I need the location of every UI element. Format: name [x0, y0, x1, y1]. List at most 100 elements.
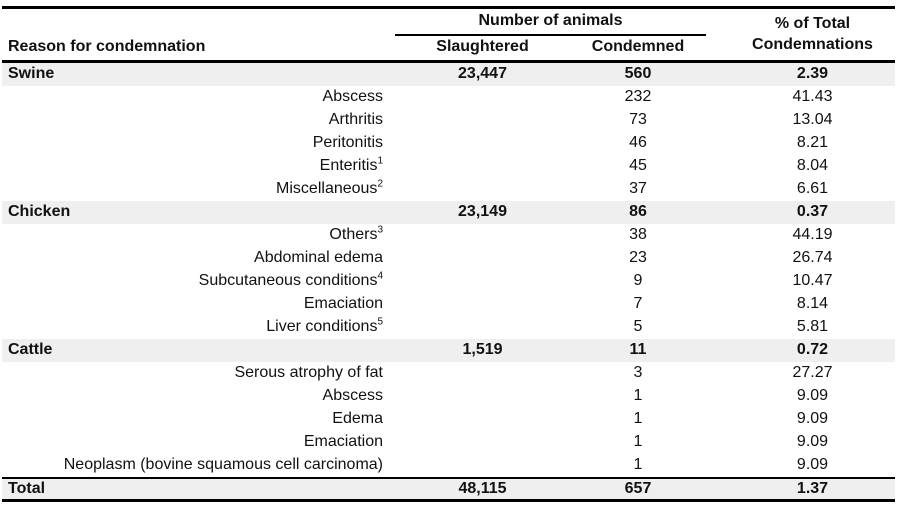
detail-slaughtered-empty: [395, 86, 570, 109]
detail-pct-value: 13.04: [792, 111, 833, 129]
detail-row: Abdominal edema 23 26.74: [2, 247, 895, 270]
table-header: Reason for condemnation Number of animal…: [2, 7, 895, 62]
detail-row: Peritonitis 46 8.21: [2, 132, 895, 155]
detail-row: Emaciation 7 8.14: [2, 293, 895, 316]
column-group-header-number-of-animals: Number of animals: [395, 7, 706, 36]
total-condemned-value: 657: [570, 477, 706, 502]
section-slaughtered-value: 1,519: [462, 341, 503, 359]
footnote-marker: 2: [377, 178, 383, 190]
detail-slaughtered-empty: [395, 155, 570, 178]
detail-pct-value: 41.43: [792, 88, 833, 106]
detail-slaughtered-empty: [395, 293, 570, 316]
detail-slaughtered-empty: [395, 270, 570, 293]
detail-pct-value: 9.09: [796, 456, 829, 474]
condemnation-reason-label: Abscess: [322, 88, 383, 106]
detail-condemned-value: 5: [633, 318, 643, 336]
detail-condemned-value: 1: [633, 456, 643, 474]
detail-pct-value: 6.61: [796, 180, 829, 198]
detail-slaughtered-empty: [395, 224, 570, 247]
section-condemned-value: 86: [629, 203, 647, 221]
condemnation-reason-label: Serous atrophy of fat: [234, 364, 383, 382]
condemnation-reason-label: Subcutaneous conditions4: [198, 270, 383, 290]
detail-slaughtered-empty: [395, 431, 570, 454]
detail-row: Abscess 232 41.43: [2, 86, 895, 109]
section-condemned-value: 560: [570, 60, 706, 86]
detail-condemned-value: 232: [624, 88, 652, 106]
total-pct-value: 1.37: [706, 477, 895, 502]
column-header-slaughtered: Slaughtered: [436, 37, 529, 55]
detail-slaughtered-empty: [395, 454, 570, 478]
detail-row: Abscess 1 9.09: [2, 385, 895, 408]
condemnation-reason-label: Arthritis: [328, 111, 383, 129]
detail-condemned-value: 1: [633, 387, 643, 405]
detail-condemned-value: 46: [629, 134, 647, 152]
detail-pct-value: 10.47: [792, 272, 833, 290]
detail-row: Serous atrophy of fat 3 27.27: [2, 362, 895, 385]
detail-condemned-value: 37: [629, 180, 647, 198]
condemnation-reason-label: Miscellaneous2: [276, 178, 383, 198]
table-body: Swine 23,447 560 2.39 Abscess 232 41.43 Arthrit…: [2, 60, 895, 479]
footnote-marker: 1: [377, 155, 383, 167]
detail-pct-value: 44.19: [792, 226, 833, 244]
detail-pct-value: 9.09: [796, 410, 829, 428]
section-pct-value: 2.39: [706, 60, 895, 86]
section-pct-value: 0.37: [796, 203, 829, 221]
detail-pct-value: 8.21: [796, 134, 829, 152]
table-footer: Total 48,115 657 1.37: [2, 477, 895, 502]
detail-pct-value: 5.81: [796, 318, 829, 336]
detail-condemned-value: 9: [633, 272, 643, 290]
detail-pct-value: 26.74: [792, 249, 833, 267]
section-slaughtered-value: 23,447: [395, 60, 570, 86]
condemnation-reason-label: Peritonitis: [312, 134, 383, 152]
condemnation-table: Reason for condemnation Number of animal…: [2, 6, 895, 502]
detail-row: Others3 38 44.19: [2, 224, 895, 247]
detail-pct-value: 9.09: [796, 433, 829, 451]
detail-condemned-value: 1: [633, 433, 643, 451]
detail-slaughtered-empty: [395, 132, 570, 155]
footnote-marker: 4: [377, 270, 383, 282]
section-name: Cattle: [8, 341, 53, 359]
detail-pct-value: 27.27: [792, 364, 833, 382]
detail-slaughtered-empty: [395, 178, 570, 201]
header-row-subcolumns: Slaughtered Condemned: [2, 35, 895, 62]
column-header-reason: Reason for condemnation: [8, 37, 206, 55]
condemnation-reason-label: Neoplasm (bovine squamous cell carcinoma…: [63, 456, 383, 474]
footnote-marker: 3: [377, 224, 383, 236]
detail-row: Enteritis1 45 8.04: [2, 155, 895, 178]
section-slaughtered-value: 23,149: [458, 203, 507, 221]
detail-condemned-value: 1: [633, 410, 643, 428]
detail-condemned-value: 3: [633, 364, 643, 382]
detail-condemned-value: 73: [629, 111, 647, 129]
detail-row: Subcutaneous conditions4 9 10.47: [2, 270, 895, 293]
detail-condemned-value: 38: [629, 226, 647, 244]
detail-pct-value: 8.14: [796, 295, 829, 313]
detail-row: Arthritis 73 13.04: [2, 109, 895, 132]
condemnation-reason-label: Emaciation: [303, 433, 383, 451]
detail-condemned-value: 23: [629, 249, 647, 267]
column-header-condemned: Condemned: [591, 37, 685, 55]
detail-row: Neoplasm (bovine squamous cell carcinoma…: [2, 454, 895, 478]
column-header-pct-of-total: % of Total Condemnations: [706, 8, 895, 62]
condemnation-reason-label: Edema: [332, 410, 383, 428]
condemnation-reason-label: Abdominal edema: [254, 249, 383, 267]
pct-header-line1: % of Total: [774, 14, 851, 32]
total-row: Total 48,115 657 1.37: [2, 477, 895, 502]
footnote-marker: 5: [377, 316, 383, 328]
detail-row: Edema 1 9.09: [2, 408, 895, 431]
section-row: Cattle 1,519 11 0.72: [2, 339, 895, 362]
detail-slaughtered-empty: [395, 385, 570, 408]
detail-condemned-value: 7: [633, 295, 643, 313]
total-label: Total: [2, 477, 395, 502]
section-row: Chicken 23,149 86 0.37: [2, 201, 895, 224]
detail-pct-value: 8.04: [796, 157, 829, 175]
detail-pct-value: 9.09: [796, 387, 829, 405]
section-name: Swine: [2, 60, 395, 86]
total-slaughtered-value: 48,115: [395, 477, 570, 502]
detail-condemned-value: 45: [629, 157, 647, 175]
section-pct-value: 0.72: [796, 341, 829, 359]
condemnation-table-wrap: Reason for condemnation Number of animal…: [2, 6, 895, 502]
section-row: Swine 23,447 560 2.39: [2, 60, 895, 86]
pct-header-line2: Condemnations: [752, 35, 873, 53]
condemnation-reason-label: Emaciation: [303, 295, 383, 313]
condemnation-reason-label: Liver conditions5: [266, 316, 383, 336]
